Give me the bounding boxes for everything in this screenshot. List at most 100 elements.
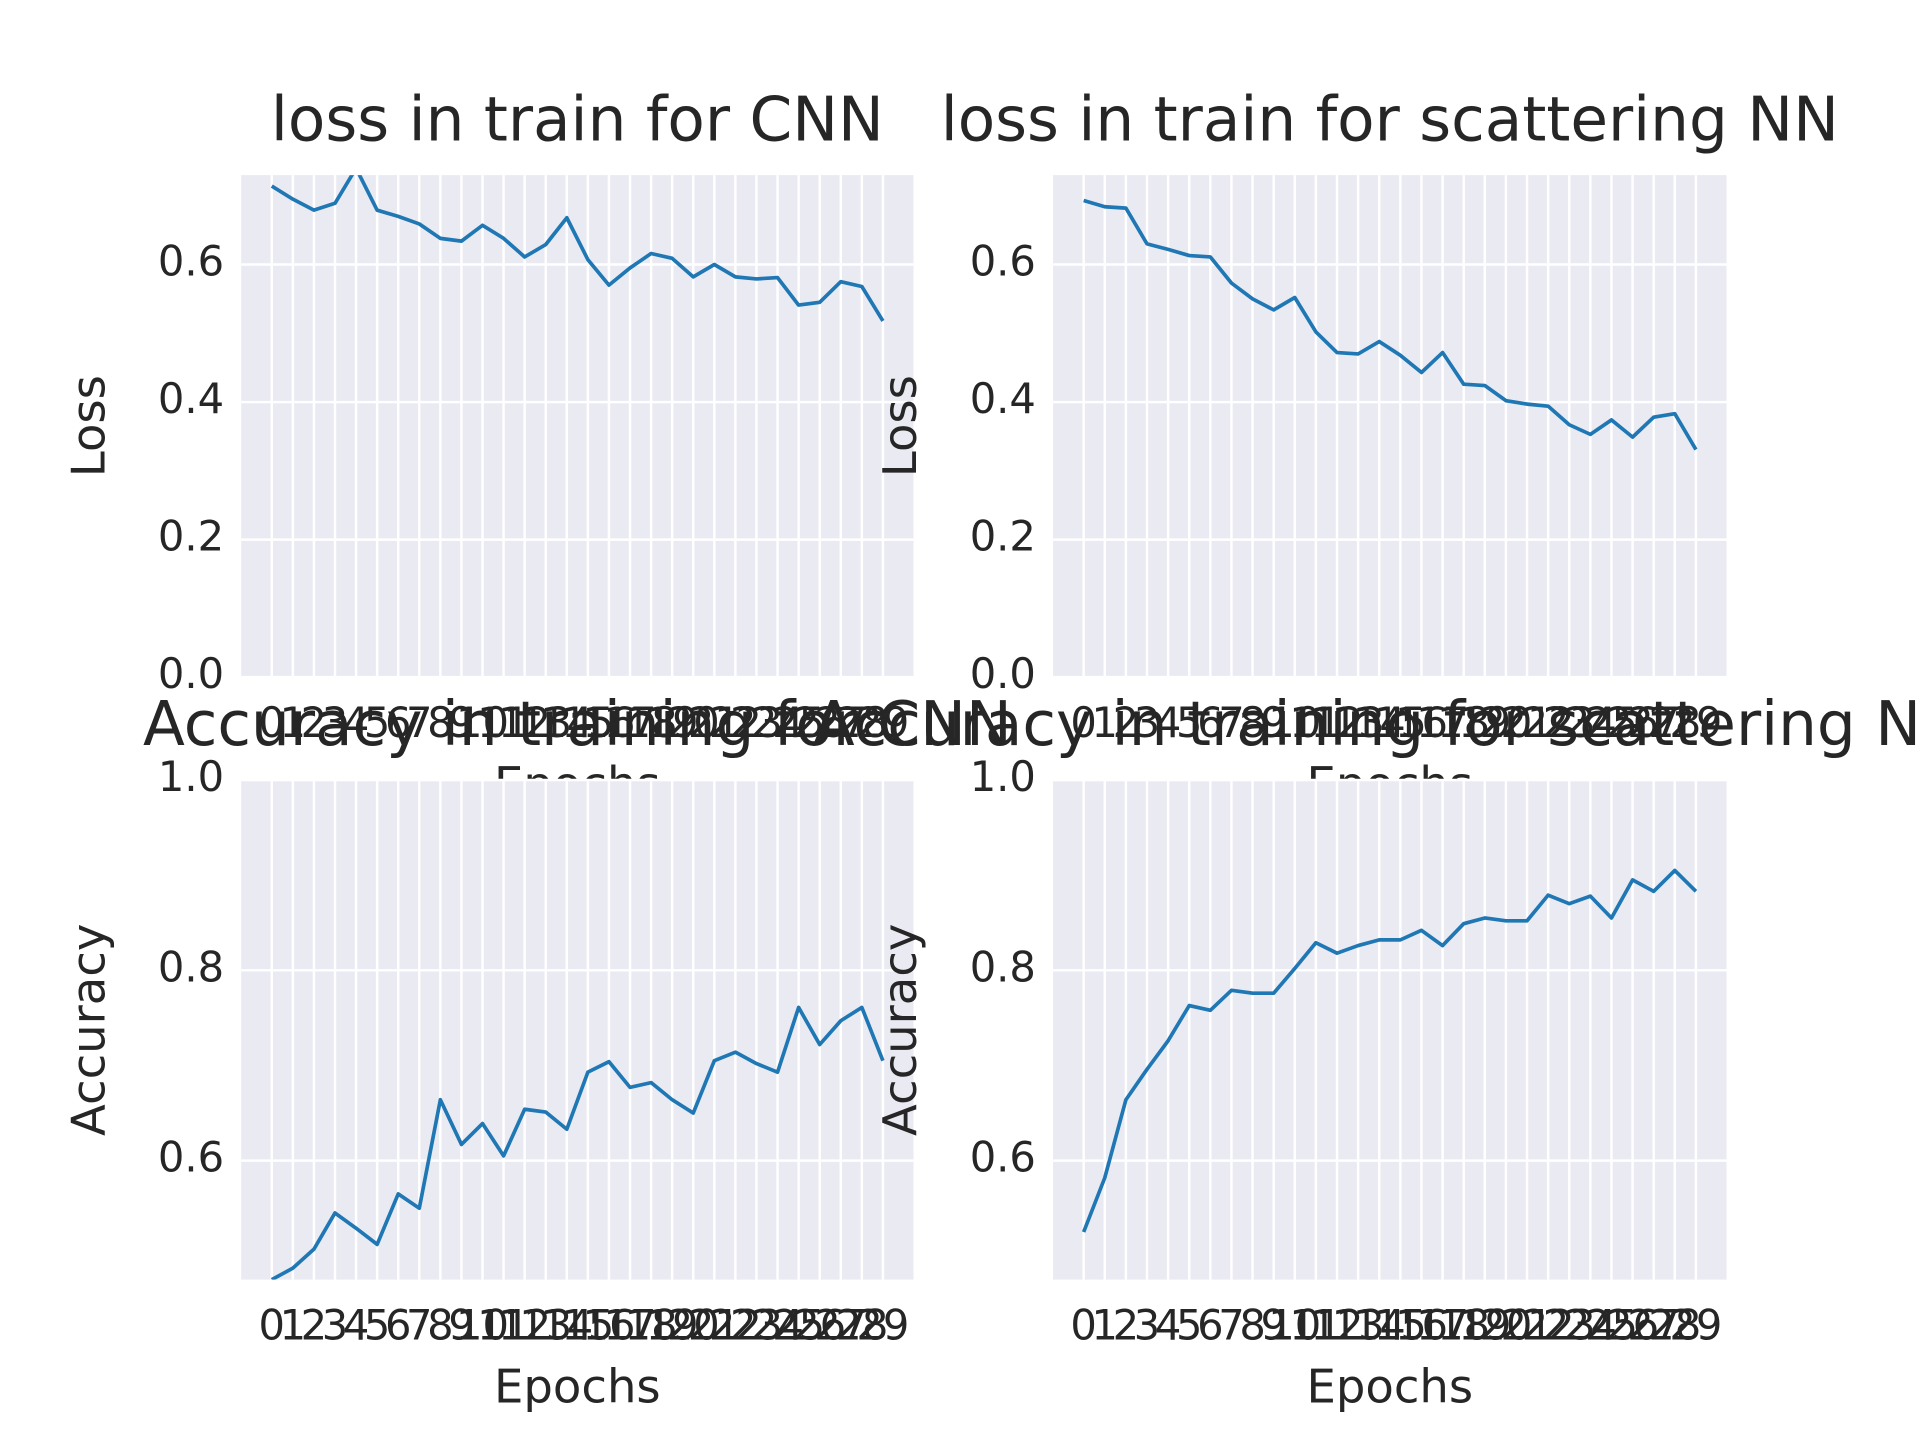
- y-tick-label: 0.4: [970, 374, 1036, 423]
- x-tick-label: 4: [343, 1301, 369, 1350]
- x-tick-label: 7: [1218, 1301, 1244, 1350]
- x-tick-label: 28: [835, 1301, 888, 1350]
- x-tick-label: 1: [1092, 1301, 1118, 1350]
- x-tick-label: 23: [1543, 1301, 1596, 1350]
- x-tick-label: 18: [625, 1301, 678, 1350]
- x-tick-label: 15: [561, 1301, 614, 1350]
- y-tick-label: 0.6: [158, 237, 224, 286]
- y-axis-label: Loss: [873, 375, 927, 477]
- x-tick-label: 11: [477, 1301, 530, 1350]
- x-tick-label: 3: [322, 698, 348, 747]
- x-tick-label: 6: [1197, 698, 1223, 747]
- x-tick-label: 22: [709, 698, 762, 747]
- x-tick-label: 27: [814, 698, 867, 747]
- chart-title: Accuracy in training for scattering NN: [813, 689, 1920, 760]
- chart-title: loss in train for CNN: [271, 84, 884, 155]
- y-tick-label: 0.2: [158, 512, 224, 561]
- x-tick-label: 28: [1648, 698, 1701, 747]
- x-tick-label: 17: [1416, 698, 1469, 747]
- x-tick-label: 17: [1416, 1301, 1469, 1350]
- x-tick-label: 1: [1092, 698, 1118, 747]
- x-tick-label: 3: [1134, 1301, 1160, 1350]
- x-tick-label: 20: [1479, 698, 1532, 747]
- y-axis-label: Loss: [61, 375, 115, 477]
- x-tick-label: 23: [730, 698, 783, 747]
- x-tick-label: 7: [406, 698, 432, 747]
- x-tick-label: 13: [1332, 698, 1385, 747]
- y-tick-label: 0.4: [158, 374, 224, 423]
- x-tick-label: 4: [1155, 1301, 1181, 1350]
- subplot: 0123456789101112131415161718192021222324…: [873, 84, 1839, 811]
- x-tick-label: 3: [322, 1301, 348, 1350]
- x-tick-label: 14: [540, 698, 593, 747]
- x-tick-label: 19: [646, 1301, 699, 1350]
- x-tick-label: 19: [646, 698, 699, 747]
- x-tick-label: 9: [448, 1301, 474, 1350]
- x-tick-label: 29: [856, 698, 909, 747]
- x-tick-label: 22: [1522, 698, 1575, 747]
- x-tick-label: 11: [1289, 1301, 1342, 1350]
- x-tick-label: 12: [1311, 698, 1364, 747]
- series-line: [270, 1005, 885, 1280]
- x-tick-label: 16: [1395, 1301, 1448, 1350]
- x-tick-label: 29: [856, 1301, 909, 1350]
- x-tick-label: 9: [1260, 698, 1286, 747]
- x-tick-label: 5: [1176, 1301, 1202, 1350]
- x-tick-label: 21: [688, 1301, 741, 1350]
- x-tick-label: 12: [498, 1301, 551, 1350]
- x-tick-label: 6: [385, 698, 411, 747]
- x-tick-label: 6: [1197, 1301, 1223, 1350]
- x-tick-label: 5: [1176, 698, 1202, 747]
- x-tick-label: 14: [1353, 698, 1406, 747]
- x-tick-label: 14: [540, 1301, 593, 1350]
- x-tick-label: 20: [667, 1301, 720, 1350]
- plot-area: [1053, 780, 1727, 1280]
- x-tick-label: 15: [561, 698, 614, 747]
- x-tick-label: 18: [1437, 698, 1490, 747]
- x-tick-label: 21: [1501, 1301, 1554, 1350]
- x-tick-label: 18: [625, 698, 678, 747]
- x-tick-label: 3: [1134, 698, 1160, 747]
- chart-title: Accuracy in training for CNN: [143, 689, 1012, 760]
- x-tick-label: 0: [1070, 698, 1096, 747]
- series-line: [1081, 868, 1698, 1233]
- y-tick-label: 1.0: [158, 752, 224, 801]
- y-tick-label: 0.6: [158, 1133, 224, 1182]
- x-tick-label: 8: [427, 698, 453, 747]
- y-axis-label: Accuracy: [61, 924, 115, 1136]
- x-tick-label: 18: [1437, 1301, 1490, 1350]
- y-tick-label: 0.0: [970, 649, 1036, 698]
- y-tick-label: 1.0: [970, 752, 1036, 801]
- x-tick-label: 24: [1564, 1301, 1617, 1350]
- x-tick-label: 21: [688, 698, 741, 747]
- x-tick-label: 13: [519, 1301, 572, 1350]
- x-axis-label: Epochs: [1306, 1359, 1473, 1413]
- x-tick-label: 10: [456, 1301, 509, 1350]
- x-tick-label: 29: [1669, 698, 1722, 747]
- x-tick-label: 7: [406, 1301, 432, 1350]
- x-tick-label: 20: [1479, 1301, 1532, 1350]
- x-tick-label: 23: [730, 1301, 783, 1350]
- x-tick-label: 10: [1268, 1301, 1321, 1350]
- series-line: [270, 175, 885, 322]
- x-tick-label: 16: [582, 1301, 635, 1350]
- x-tick-label: 2: [1113, 1301, 1139, 1350]
- x-tick-label: 26: [793, 1301, 846, 1350]
- x-tick-label: 8: [1239, 698, 1265, 747]
- x-tick-label: 17: [604, 698, 657, 747]
- x-tick-label: 29: [1669, 1301, 1722, 1350]
- x-tick-label: 7: [1218, 698, 1244, 747]
- x-tick-label: 0: [1070, 1301, 1096, 1350]
- x-tick-label: 0: [259, 698, 285, 747]
- x-tick-label: 16: [582, 698, 635, 747]
- x-tick-label: 11: [477, 698, 530, 747]
- x-tick-label: 10: [456, 698, 509, 747]
- y-tick-label: 0.6: [970, 237, 1036, 286]
- x-tick-label: 1: [280, 1301, 306, 1350]
- y-tick-label: 0.0: [158, 649, 224, 698]
- plot-area: [241, 780, 914, 1280]
- x-tick-label: 17: [604, 1301, 657, 1350]
- series-line: [1083, 198, 1698, 451]
